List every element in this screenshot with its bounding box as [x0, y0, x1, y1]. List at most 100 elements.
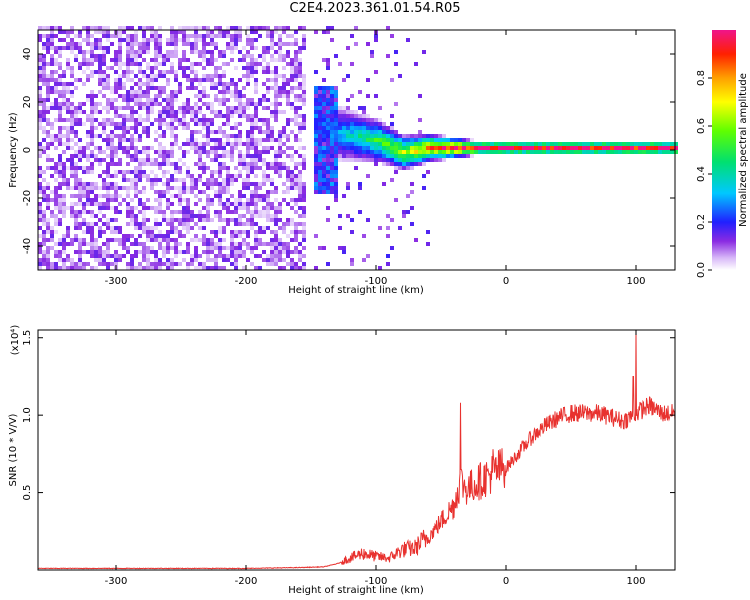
spectrogram-cell [130, 50, 134, 54]
spectrogram-cell [62, 238, 66, 242]
spectrogram-cell [90, 250, 94, 254]
spectrogram-cell [210, 110, 214, 114]
spectrogram-cell [146, 218, 150, 222]
spectrogram-cell [290, 146, 294, 150]
spectrogram-cell [362, 106, 366, 110]
spectrogram-cell [186, 98, 190, 102]
spectrogram-cell [354, 114, 358, 118]
spectrogram-cell [86, 78, 90, 82]
spectrogram-cell [290, 78, 294, 82]
spectrogram-cell [258, 198, 262, 202]
spectrogram-cell [58, 26, 62, 30]
spectrogram-cell [154, 58, 158, 62]
spectrogram-cell [82, 186, 86, 190]
spectrogram-cell [462, 146, 466, 150]
spectrogram-cell [374, 126, 378, 130]
spectrogram-cell [298, 58, 302, 62]
spectrogram-cell [102, 46, 106, 50]
spectrogram-cell [250, 226, 254, 230]
spectrogram-cell [482, 142, 486, 146]
spectrogram-cell [138, 82, 142, 86]
spectrogram-cell [274, 98, 278, 102]
spectrogram-cell [38, 110, 42, 114]
spectrogram-cell [70, 94, 74, 98]
spectrogram-cell [374, 138, 378, 142]
spectrogram-cell [262, 250, 266, 254]
spectrogram-cell [362, 110, 366, 114]
spectrogram-cell [274, 102, 278, 106]
spectrogram-cell [194, 254, 198, 258]
spectrogram-cell [166, 122, 170, 126]
spectrogram-cell [38, 146, 42, 150]
spectrogram-cell [110, 238, 114, 242]
spectrogram-cell [82, 166, 86, 170]
spectrogram-cell [190, 134, 194, 138]
spectrogram-cell [274, 258, 278, 262]
spectrogram-cell [102, 182, 106, 186]
spectrogram-cell [262, 242, 266, 246]
spectrogram-cell [206, 26, 210, 30]
spectrogram-cell [178, 210, 182, 214]
spectrogram-cell [426, 170, 430, 174]
spectrogram-cell [142, 126, 146, 130]
spectrogram-cell [106, 190, 110, 194]
spectrogram-cell [114, 70, 118, 74]
spectrogram-cell [290, 42, 294, 46]
spectrogram-cell [258, 150, 262, 154]
spectrogram-cell [90, 122, 94, 126]
spectrogram-cell [130, 158, 134, 162]
spectrogram-cell [146, 26, 150, 30]
spectrogram-cell [122, 70, 126, 74]
spectrogram-cell [270, 214, 274, 218]
spectrogram-cell [54, 190, 58, 194]
spectrogram-cell [114, 98, 118, 102]
spectrogram-cell [258, 130, 262, 134]
spectrogram-cell [158, 246, 162, 250]
spectrogram-cell [174, 210, 178, 214]
spectrogram-cell [250, 194, 254, 198]
spectrogram-cell [234, 230, 238, 234]
spectrogram-cell [166, 186, 170, 190]
spectrogram-cell [418, 150, 422, 154]
spectrogram-cell [218, 230, 222, 234]
spectrogram-cell [186, 58, 190, 62]
spectrogram-cell [182, 186, 186, 190]
spectrogram-cell [394, 150, 398, 154]
spectrogram-cell [250, 122, 254, 126]
spectrogram-cell [146, 162, 150, 166]
spectrogram-cell [254, 46, 258, 50]
spectrogram-cell [350, 154, 354, 158]
spectrogram-cell [58, 202, 62, 206]
spectrogram-cell [126, 98, 130, 102]
spectrogram-cell [170, 130, 174, 134]
spectrogram-cell [242, 66, 246, 70]
spectrogram-cell [242, 154, 246, 158]
spectrogram-cell [70, 174, 74, 178]
spectrogram-cell [334, 94, 338, 98]
spectrogram-cell [154, 222, 158, 226]
spectrogram-cell [554, 142, 558, 146]
spectrogram-cell [294, 230, 298, 234]
spectrogram-cell [298, 70, 302, 74]
spectrogram-cell [118, 50, 122, 54]
spectrogram-cell [66, 82, 70, 86]
spectrogram-cell [594, 142, 598, 146]
spectrogram-cell [70, 82, 74, 86]
spectrogram-cell [42, 110, 46, 114]
spectrogram-cell [46, 206, 50, 210]
spectrogram-cell [138, 234, 142, 238]
spectrogram-cell [158, 102, 162, 106]
spectrogram-cell [174, 262, 178, 266]
spectrogram-cell [314, 170, 318, 174]
spectrogram-cell [390, 114, 394, 118]
spectrogram-cell [150, 266, 154, 270]
spectrogram-cell [90, 162, 94, 166]
spectrogram-cell [558, 146, 562, 150]
spectrogram-cell [114, 86, 118, 90]
spectrogram-cell [194, 266, 198, 270]
spectrogram-cell [210, 198, 214, 202]
spectrogram-cell [118, 194, 122, 198]
spectrogram-cell [430, 154, 434, 158]
spectrogram-cell [90, 130, 94, 134]
spectrogram-cell [214, 138, 218, 142]
